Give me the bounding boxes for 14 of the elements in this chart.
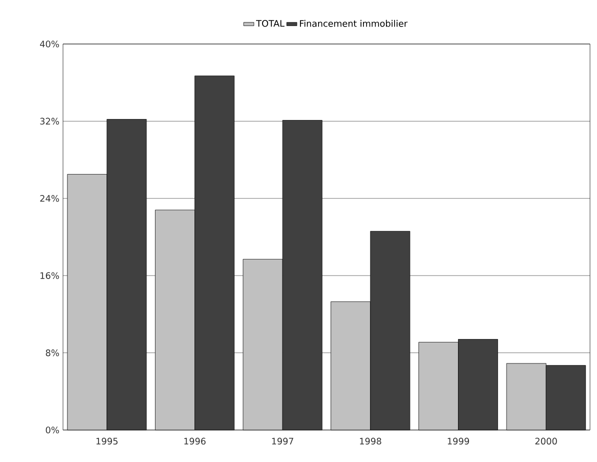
y-tick-label: 40% <box>40 40 59 48</box>
y-tick-label: 8% <box>46 349 59 356</box>
y-tick-label: 0% <box>46 426 59 434</box>
legend-label: TOTAL <box>256 20 284 27</box>
x-tick-label: 2000 <box>535 438 557 445</box>
x-tick-label: 1996 <box>184 438 206 445</box>
x-tick-label: 1997 <box>272 438 294 445</box>
x-tick-label: 1999 <box>448 438 470 445</box>
y-tick-label: 32% <box>40 118 59 125</box>
legend-label: Financement immobilier <box>300 20 408 27</box>
y-tick-label: 24% <box>40 195 59 202</box>
x-tick-label: 1995 <box>96 438 118 445</box>
x-tick-label: 1998 <box>360 438 382 445</box>
y-tick-label: 16% <box>40 272 59 279</box>
